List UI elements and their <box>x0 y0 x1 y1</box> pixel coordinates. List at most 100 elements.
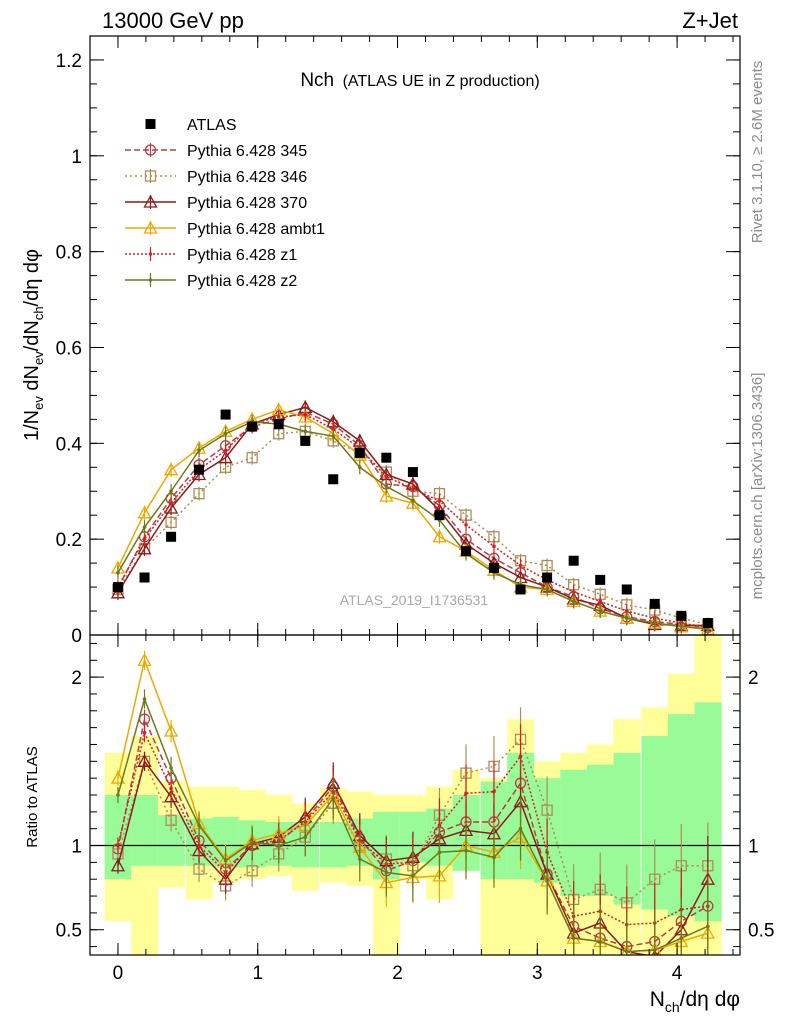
marker-dot <box>411 499 415 503</box>
marker-dot <box>706 924 710 929</box>
marker-dot <box>518 563 523 568</box>
marker-triangle <box>137 652 152 666</box>
marker-dot <box>148 278 153 282</box>
band-green <box>319 821 348 868</box>
legend-label: Pythia 6.428 370 <box>187 195 307 212</box>
marker-dot <box>679 624 684 629</box>
legend-label: Pythia 6.428 ambt1 <box>187 221 325 238</box>
marker-dot <box>169 786 173 791</box>
marker-dot <box>142 697 147 701</box>
x-tick-label: 4 <box>672 963 683 984</box>
header-process: Z+Jet <box>682 8 738 33</box>
data-point <box>515 584 526 595</box>
header-collision: 13000 GeV pp <box>102 8 244 33</box>
data-point <box>702 618 713 629</box>
marker-triangle <box>110 585 126 599</box>
legend-entry-5: Pythia 6.428 z2 <box>125 273 297 290</box>
marker-dot <box>384 870 389 875</box>
marker-dot <box>357 857 362 861</box>
data-point <box>194 464 205 475</box>
data-point <box>488 562 499 573</box>
data-point <box>407 467 418 478</box>
marker-dot <box>331 434 336 438</box>
marker-dot <box>169 766 173 770</box>
legend-label: Pythia 6.428 346 <box>187 169 307 186</box>
marker-dot <box>303 429 308 434</box>
data-point <box>220 409 231 420</box>
data-point <box>112 582 123 593</box>
marker-dot <box>518 754 523 759</box>
x-axis-label-base: N <box>650 988 665 1011</box>
data-point <box>621 584 632 595</box>
data-point <box>595 574 606 585</box>
plot-title-sub: (ATLAS UE in Z production) <box>343 73 540 90</box>
marker-dot <box>331 796 336 801</box>
marker-dot <box>142 730 147 735</box>
marker-triangle <box>110 858 126 872</box>
marker-square <box>246 865 258 877</box>
marker-dot <box>571 599 576 604</box>
rivet-version-label: Rivet 3.1.10, ≥ 2.6M events <box>749 61 766 244</box>
marker-dot <box>652 621 657 625</box>
marker-dot <box>518 826 523 831</box>
marker-triangle <box>137 541 152 555</box>
marker-dot <box>142 537 147 541</box>
legend-entry-2: Pythia 6.428 370 <box>125 194 307 212</box>
marker-dot <box>148 252 153 256</box>
x-axis-label-sub: ch <box>665 999 680 1015</box>
marker-square <box>165 814 177 826</box>
marker-dot <box>598 939 603 944</box>
marker-dot <box>169 501 173 506</box>
data-point <box>273 419 284 430</box>
marker-dot <box>223 448 228 453</box>
data-point <box>354 447 365 458</box>
data-point <box>166 531 177 542</box>
marker-triangle <box>143 220 158 234</box>
legend-label: Pythia 6.428 345 <box>187 143 307 160</box>
legend: ATLAS Pythia 6.428 345 Pythia 6.428 346 Pyt… <box>125 117 325 290</box>
band-green <box>131 795 159 866</box>
legend-entry-4: Pythia 6.428 z1 <box>125 247 297 264</box>
marker-square <box>541 559 553 572</box>
y-tick-label: 0.4 <box>56 434 83 455</box>
legend-entry-data: ATLAS <box>145 117 237 134</box>
marker-square <box>144 170 157 182</box>
y-tick-label: 0.2 <box>56 530 82 551</box>
marker-dot <box>116 843 120 848</box>
marker-square <box>246 452 258 464</box>
legend-label: Pythia 6.428 z2 <box>187 273 297 290</box>
marker-dot <box>250 840 254 844</box>
marker-dot <box>437 499 442 503</box>
marker-dot <box>464 791 468 796</box>
marker-triangle <box>163 500 179 514</box>
axis-ticks: 0 1 2 3 4 0 0.2 0.4 0.6 0.8 1 1.2 0.5 0.5 1 1 2 2 <box>56 36 774 984</box>
marker-triangle <box>218 450 233 464</box>
marker-dot <box>303 835 308 839</box>
marker-triangle <box>163 789 179 803</box>
y-tick-label: 1.2 <box>56 51 82 72</box>
marker-dot <box>624 949 629 954</box>
marker-dot <box>357 465 362 470</box>
data-point <box>649 598 660 609</box>
marker-dot <box>331 427 336 431</box>
marker-dot <box>303 412 308 417</box>
marker-dot <box>571 936 576 940</box>
x-tick-label: 0 <box>113 963 124 984</box>
y-axis-label-bottom: Ratio to ATLAS <box>24 746 41 847</box>
mcplots-label: mcplots.cern.ch [arXiv:1306.3436] <box>749 373 766 600</box>
analysis-watermark: ATLAS_2019_I1736531 <box>340 592 489 608</box>
data-point <box>676 610 687 621</box>
marker-dot <box>384 475 389 479</box>
ratio-tick-label-right: 0.5 <box>748 921 774 942</box>
marker-triangle <box>163 723 179 737</box>
marker-triangle <box>143 194 158 208</box>
data-point <box>381 452 392 463</box>
marker-square <box>193 863 205 875</box>
ratio-line <box>117 716 709 948</box>
marker-triangle <box>137 505 152 519</box>
marker-square <box>541 804 553 816</box>
marker-triangle <box>137 753 152 767</box>
marker-square <box>193 487 205 500</box>
ratio-tick-label-left: 0.5 <box>56 921 82 942</box>
